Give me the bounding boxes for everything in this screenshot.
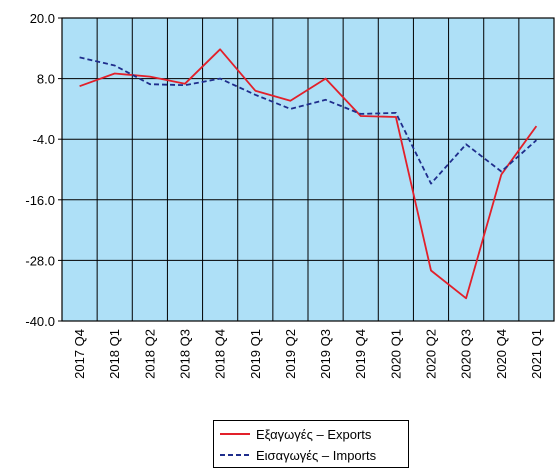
x-tick-label: 2019 Q2 bbox=[283, 329, 298, 379]
x-tick-label: 2019 Q4 bbox=[353, 329, 368, 379]
x-axis-ticks: 2017 Q4 2018 Q1 2018 Q2 2018 Q3 2018 Q4 2019 … bbox=[72, 329, 544, 379]
x-tick-label: 2021 Q1 bbox=[529, 329, 544, 379]
x-tick-label: 2018 Q2 bbox=[142, 329, 157, 379]
series-line-exports bbox=[79, 48, 538, 300]
legend-label-imports: Εισαγωγές – Imports bbox=[256, 447, 377, 463]
y-tick-label: -16.0 bbox=[25, 193, 55, 208]
legend-label-exports: Εξαγωγές – Exports bbox=[256, 426, 372, 442]
x-tick-label: 2018 Q3 bbox=[178, 329, 193, 379]
x-tick-label: 2020 Q1 bbox=[388, 329, 403, 379]
x-tick-label: 2017 Q4 bbox=[72, 329, 87, 379]
x-tick-label: 2019 Q3 bbox=[318, 329, 333, 379]
y-tick-label: -40.0 bbox=[25, 314, 55, 329]
series-lines bbox=[79, 48, 538, 300]
x-tick-label: 2020 Q2 bbox=[424, 329, 439, 379]
x-tick-label: 2020 Q4 bbox=[494, 329, 509, 379]
x-tick-label: 2020 Q3 bbox=[459, 329, 474, 379]
x-tick-label: 2018 Q4 bbox=[213, 329, 228, 379]
series-line-imports bbox=[79, 56, 537, 185]
chart: 20.0 8.0 -4.0 -16.0 -28.0 -40.0 2017 Q4 2018 Q… bbox=[25, 11, 555, 379]
y-axis-ticks: 20.0 8.0 -4.0 -16.0 -28.0 -40.0 bbox=[25, 11, 62, 329]
x-tick-label: 2018 Q1 bbox=[107, 329, 122, 379]
legend: Εξαγωγές – Exports Εισαγωγές – Imports bbox=[213, 420, 409, 468]
y-tick-label: -28.0 bbox=[25, 253, 55, 268]
legend-item-imports: Εισαγωγές – Imports bbox=[220, 445, 376, 465]
y-tick-label: 20.0 bbox=[30, 11, 55, 26]
legend-item-exports: Εξαγωγές – Exports bbox=[220, 424, 371, 444]
y-tick-label: 8.0 bbox=[37, 72, 55, 87]
plot-border bbox=[61, 17, 555, 322]
y-tick-label: -4.0 bbox=[33, 132, 55, 147]
gridlines bbox=[62, 17, 554, 322]
legend-swatch-imports bbox=[220, 454, 250, 456]
x-tick-label: 2019 Q1 bbox=[248, 329, 263, 379]
legend-swatch-exports bbox=[220, 433, 250, 435]
